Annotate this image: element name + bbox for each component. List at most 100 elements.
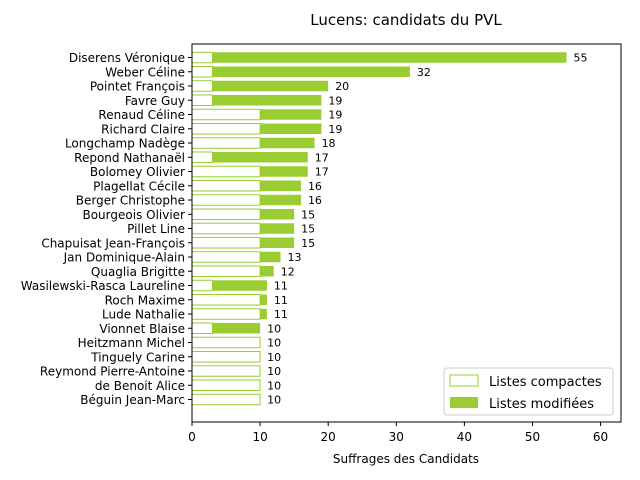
value-label: 10 <box>267 322 281 335</box>
bar-compact <box>191 108 261 121</box>
x-tick-label: 20 <box>321 430 336 444</box>
x-tick-label: 0 <box>188 430 196 444</box>
x-axis: 0 10 20 30 40 50 60 <box>188 422 608 444</box>
bar-compact <box>191 308 261 320</box>
bar-modified <box>212 80 329 92</box>
bar-compact <box>191 165 261 178</box>
bar-modified <box>260 266 274 277</box>
value-label: 16 <box>308 194 322 207</box>
bar-modified <box>212 95 322 106</box>
bar-modified <box>212 323 261 334</box>
value-label: 10 <box>267 365 281 378</box>
bar-compact <box>191 180 261 192</box>
bar-modified <box>260 180 301 191</box>
bar-modified <box>260 294 267 305</box>
bar-modified <box>212 280 267 291</box>
y-tick-label: Heitzmann Michel <box>78 336 185 350</box>
y-tick-label: Diserens Véronique <box>69 51 185 65</box>
value-label: 17 <box>315 166 329 179</box>
bar-compact <box>191 208 261 220</box>
x-axis-label: Suffrages des Candidats <box>333 452 479 466</box>
bar-compact <box>191 336 261 349</box>
bar-compact <box>191 222 261 235</box>
y-tick-label: Renaud Céline <box>98 108 185 122</box>
bar-modified <box>260 123 322 134</box>
legend-swatch-modified <box>450 397 478 408</box>
value-label: 13 <box>288 251 302 264</box>
bar-compact <box>191 393 261 406</box>
value-label: 16 <box>308 180 322 193</box>
value-label: 20 <box>335 80 349 93</box>
value-label: 11 <box>274 280 288 293</box>
y-tick-label: Berger Christophe <box>76 194 185 208</box>
value-label: 15 <box>301 237 315 250</box>
bar-compact <box>191 351 261 363</box>
bar-compact <box>191 294 261 306</box>
y-tick-label: Reymond Pierre-Antoine <box>40 365 185 379</box>
y-tick-label: Vionnet Blaise <box>99 322 185 336</box>
y-tick-label: Béguin Jean-Marc <box>80 393 185 407</box>
y-tick-label: Jan Dominique-Alain <box>63 251 185 265</box>
x-tick-label: 10 <box>252 430 267 444</box>
value-label: 19 <box>328 94 342 107</box>
y-tick-label: Roch Maxime <box>105 293 185 307</box>
y-tick-label: Pointet François <box>90 80 185 94</box>
y-tick-label: Plagellat Cécile <box>93 179 185 193</box>
bar-modified <box>260 166 308 177</box>
legend-box <box>443 367 614 416</box>
bar-modified <box>260 237 295 248</box>
y-tick-label: Weber Céline <box>105 65 185 79</box>
value-label: 11 <box>274 294 288 307</box>
bar-modified <box>260 109 322 120</box>
y-tick-label: Favre Guy <box>125 94 185 108</box>
y-tick-label: Lude Nathalie <box>102 308 185 322</box>
y-tick-label: Chapuisat Jean-François <box>41 236 185 250</box>
bar-compact <box>191 322 213 334</box>
bar-modified <box>260 137 315 149</box>
bar-modified <box>212 52 567 63</box>
x-tick-label: 30 <box>389 430 404 444</box>
bar-modified <box>212 152 308 163</box>
value-labels: 5532201919191817171616151515131211111110… <box>267 52 587 407</box>
bar-compact <box>191 151 213 163</box>
value-label: 10 <box>267 394 281 407</box>
value-label: 19 <box>328 123 342 136</box>
legend-label-modified: Listes modifiées <box>489 397 594 412</box>
x-tick-label: 40 <box>457 430 472 444</box>
y-tick-label: Wasilewski-Rasca Laureline <box>21 279 185 293</box>
bar-compact <box>191 123 261 135</box>
y-tick-label: Bourgeois Olivier <box>82 208 185 222</box>
value-label: 10 <box>267 337 281 350</box>
bar-compact <box>191 51 213 64</box>
bar-compact <box>191 379 261 391</box>
value-label: 19 <box>328 109 342 122</box>
bar-compact <box>191 237 261 249</box>
chart-title: Lucens: candidats du PVL <box>310 11 502 29</box>
bar-compact <box>191 251 261 263</box>
legend: Listes compactes Listes modifiées <box>443 367 614 416</box>
legend-label-compact: Listes compactes <box>489 375 602 390</box>
y-tick-label: Longchamp Nadège <box>65 137 185 151</box>
value-label: 15 <box>301 223 315 236</box>
value-label: 15 <box>301 208 315 221</box>
value-label: 10 <box>267 351 281 364</box>
bar-modified <box>260 209 295 220</box>
y-tick-label: de Benoit Alice <box>95 379 185 393</box>
y-tick-label: Repond Nathanaël <box>74 151 185 165</box>
bar-compact <box>191 66 213 78</box>
y-tick-label: Tinguely Carine <box>90 350 185 364</box>
bar-compact <box>191 80 213 92</box>
y-tick-label: Pillet Line <box>127 222 185 236</box>
plot-frame <box>191 43 622 423</box>
bar-modified <box>260 194 301 206</box>
value-label: 12 <box>281 265 295 278</box>
bar-compact <box>191 365 261 377</box>
x-tick-label: 60 <box>593 430 608 444</box>
bars-group <box>188 51 567 406</box>
bar-modified <box>260 308 267 320</box>
bar-modified <box>260 223 295 234</box>
y-tick-label: Quaglia Brigitte <box>91 265 185 279</box>
bar-compact <box>191 265 261 277</box>
value-label: 10 <box>267 379 281 392</box>
